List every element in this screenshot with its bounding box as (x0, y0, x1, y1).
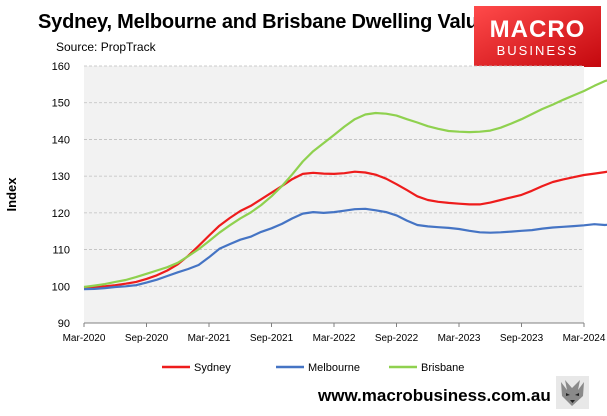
wolf-icon (556, 376, 589, 409)
y-tick-label: 130 (52, 171, 70, 183)
x-tick-label: Sep-2020 (125, 333, 169, 344)
y-tick-label: 120 (52, 208, 70, 220)
x-tick-label: Mar-2021 (188, 333, 231, 344)
logo-text-business: BUSINESS (496, 43, 579, 58)
series-line-brisbane (83, 79, 607, 289)
y-tick-label: 100 (52, 281, 70, 293)
chart-source: Source: PropTrack (56, 40, 156, 54)
legend-label-brisbane: Brisbane (421, 362, 464, 374)
logo-background (474, 6, 601, 67)
logo-text-macro: MACRO (489, 16, 586, 43)
x-tick-label: Mar-2023 (438, 333, 481, 344)
x-tick-label: Sep-2021 (250, 333, 294, 344)
x-tick-label: Sep-2022 (375, 333, 419, 344)
plot-area (84, 66, 584, 323)
x-tick-label: Mar-2020 (63, 333, 106, 344)
chart-title: Sydney, Melbourne and Brisbane Dwelling … (38, 11, 500, 33)
x-tick-label: Sep-2023 (500, 333, 544, 344)
y-tick-label: 140 (52, 134, 70, 146)
y-axis-label: Index (4, 177, 19, 212)
macrobusiness-logo: MACRO BUSINESS (474, 6, 601, 67)
y-tick-label: 160 (52, 61, 70, 73)
legend-label-melbourne: Melbourne (308, 362, 360, 374)
y-tick-label: 90 (58, 318, 70, 330)
series-line-melbourne (83, 207, 607, 291)
x-tick-label: Mar-2024 (563, 333, 606, 344)
legend-label-sydney: Sydney (194, 362, 231, 374)
x-tick-label: Mar-2022 (313, 333, 356, 344)
y-tick-label: 110 (52, 245, 70, 257)
y-tick-label: 150 (52, 98, 70, 110)
footer-url: www.macrobusiness.com.au (318, 386, 551, 405)
